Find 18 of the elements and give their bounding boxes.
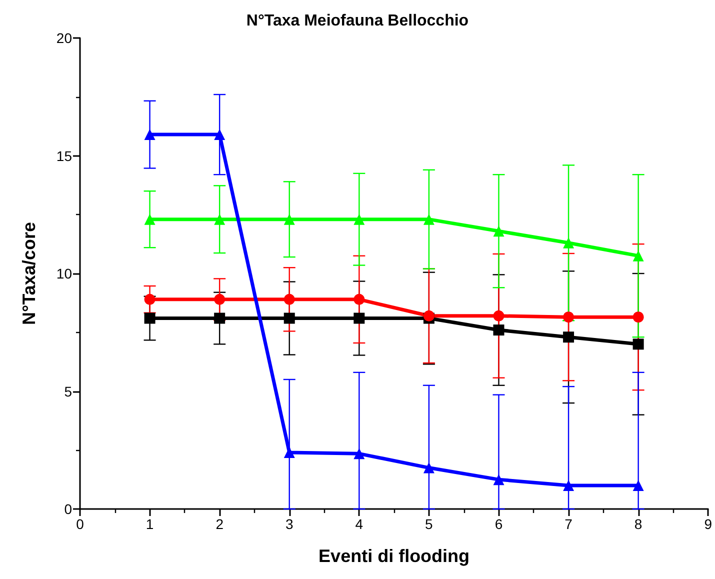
x-tick-label: 6 — [494, 516, 503, 532]
y-tick-label: 15 — [56, 148, 72, 164]
x-tick-label: 9 — [704, 516, 712, 532]
x-tick-label: 0 — [76, 516, 84, 532]
x-tick-label: 3 — [285, 516, 294, 532]
y-tick-label: 0 — [64, 501, 72, 517]
x-tick-label: 2 — [216, 516, 224, 532]
x-tick-label: 4 — [355, 516, 364, 532]
x-tick-label: 5 — [425, 516, 434, 532]
y-axis-title: N°Taxa/core — [19, 222, 39, 325]
chart-title: N°Taxa Meiofauna Bellocchio — [246, 12, 469, 30]
x-tick-label: 7 — [564, 516, 573, 532]
x-axis-title: Eventi di flooding — [318, 546, 470, 566]
y-tick-label: 10 — [56, 266, 72, 282]
y-tick-label: 20 — [56, 30, 72, 46]
x-tick-label: 8 — [634, 516, 642, 532]
y-tick-label: 5 — [64, 383, 72, 400]
x-tick-label: 1 — [146, 516, 154, 532]
